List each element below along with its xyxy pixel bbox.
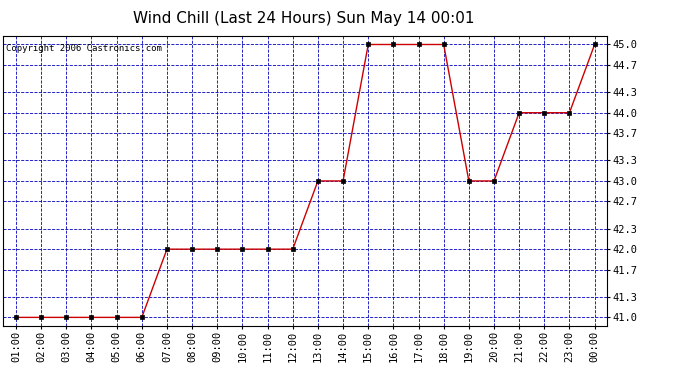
Text: Copyright 2006 Castronics.com: Copyright 2006 Castronics.com	[6, 44, 162, 53]
Text: Wind Chill (Last 24 Hours) Sun May 14 00:01: Wind Chill (Last 24 Hours) Sun May 14 00…	[133, 11, 474, 26]
